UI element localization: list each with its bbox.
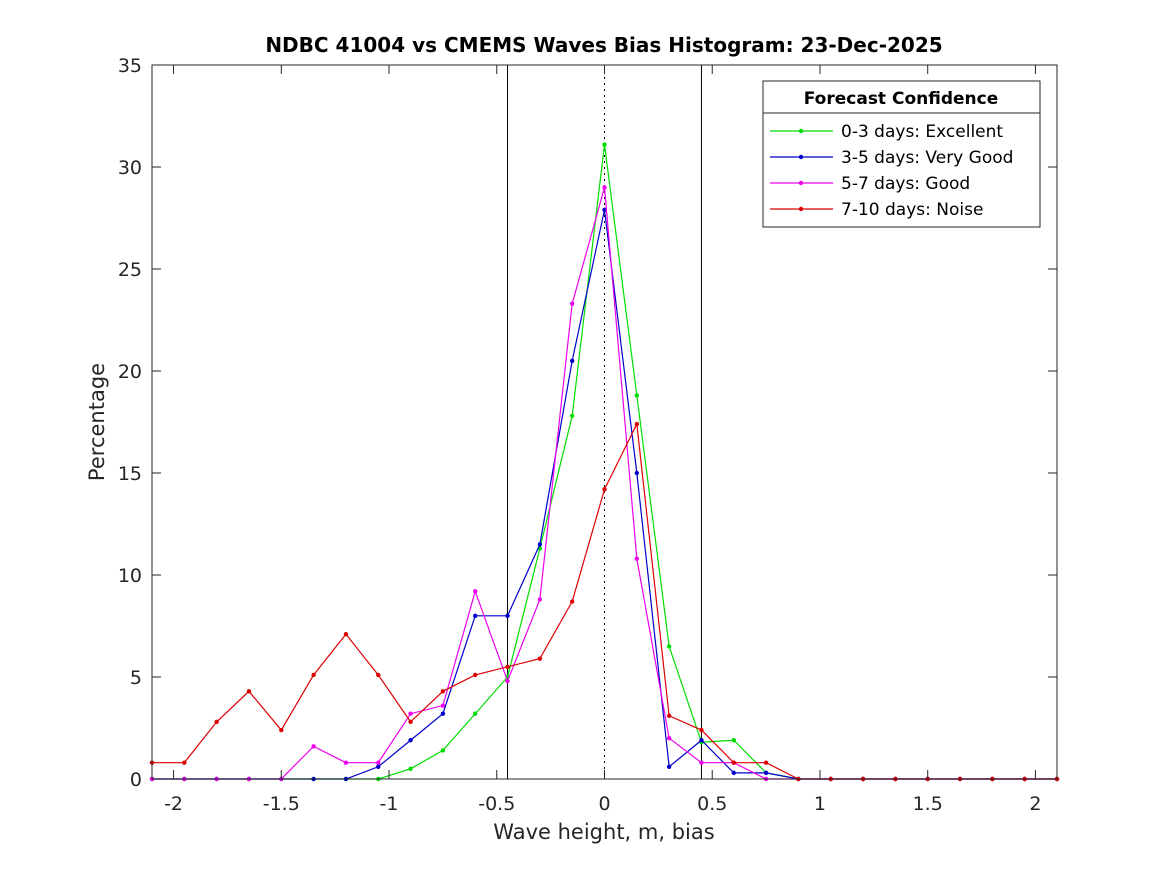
data-point [634, 393, 640, 398]
data-point [569, 413, 575, 419]
y-tick-label: 30 [118, 157, 142, 179]
data-point [473, 711, 478, 716]
legend-label: 3-5 days: Very Good [841, 148, 1013, 168]
data-point [537, 542, 543, 547]
y-tick-label: 10 [118, 565, 142, 587]
legend-entries: 0-3 days: Excellent 3-5 days: Very Good 5-… [770, 122, 1013, 220]
data-point [440, 703, 446, 708]
data-point [408, 766, 413, 771]
x-tick-label: 0.5 [697, 793, 727, 815]
y-axis-label: Percentage [85, 363, 109, 481]
chart-title: NDBC 41004 vs CMEMS Waves Bias Histogram… [265, 33, 942, 57]
legend-entry: 3-5 days: Very Good [770, 148, 1013, 168]
legend-title: Forecast Confidence [804, 89, 999, 109]
data-point [279, 727, 284, 733]
data-point [440, 711, 446, 716]
legend-label: 0-3 days: Excellent [841, 122, 1003, 142]
data-point [182, 760, 187, 765]
data-point [666, 764, 672, 769]
data-point [473, 672, 478, 678]
data-point [763, 770, 769, 776]
x-tick-label: -1.5 [263, 793, 300, 815]
data-point [602, 487, 607, 492]
legend-entry: 5-7 days: Good [770, 174, 970, 194]
data-point [505, 613, 510, 618]
data-point [569, 358, 575, 363]
y-tick-label: 5 [130, 667, 142, 689]
x-tick-label: 1 [814, 793, 826, 815]
data-point [311, 744, 316, 749]
data-point [343, 631, 349, 637]
legend-box [762, 80, 1041, 228]
data-point [602, 185, 607, 190]
data-point [602, 207, 607, 213]
data-point [376, 760, 381, 765]
data-point [408, 711, 413, 716]
y-tick-label: 0 [130, 769, 142, 791]
legend-label: 5-7 days: Good [841, 174, 970, 194]
legend-swatch-marker [798, 154, 804, 160]
data-point [634, 556, 640, 561]
data-point [699, 727, 704, 733]
data-point [666, 736, 672, 741]
data-point [376, 672, 381, 678]
data-point [699, 738, 704, 743]
x-tick-label: -1 [380, 793, 399, 815]
legend-swatch-marker [798, 206, 804, 212]
data-point [311, 672, 316, 678]
data-point [343, 760, 349, 765]
data-point [634, 421, 640, 427]
legend-swatch-marker [798, 128, 804, 134]
data-point [731, 760, 736, 765]
data-point [440, 748, 446, 753]
data-point [505, 664, 510, 669]
x-tick-label: -2 [164, 793, 183, 815]
legend-entry: 7-10 days: Noise [770, 200, 983, 220]
legend-entry: 0-3 days: Excellent [770, 122, 1003, 142]
data-point [569, 599, 575, 604]
data-point [440, 689, 446, 694]
data-point [634, 470, 640, 476]
y-axis-ticks: 0 5 10 15 20 25 30 35 [118, 55, 1057, 791]
data-point [214, 719, 219, 725]
y-tick-label: 20 [118, 361, 142, 383]
data-point [408, 719, 413, 725]
x-tick-label: 0 [598, 793, 610, 815]
data-point [408, 738, 413, 743]
reference-lines [507, 65, 702, 779]
x-tick-label: -0.5 [478, 793, 515, 815]
data-point [763, 760, 769, 765]
data-point [473, 589, 478, 594]
legend-label: 7-10 days: Noise [841, 200, 983, 220]
x-tick-label: 1.5 [913, 793, 943, 815]
y-tick-label: 25 [118, 259, 142, 281]
data-point [537, 597, 543, 602]
data-point [602, 142, 607, 147]
y-tick-label: 35 [118, 55, 142, 77]
data-point [731, 738, 736, 743]
data-point [666, 713, 672, 718]
data-point [246, 689, 252, 694]
x-axis-ticks: -2 -1.5 -1 -0.5 0 0.5 1 1.5 2 [164, 65, 1041, 815]
data-point [666, 644, 672, 649]
data-point [473, 613, 478, 618]
data-point [731, 770, 736, 776]
data-point [505, 678, 510, 684]
data-point [569, 301, 575, 306]
data-point [376, 764, 381, 769]
legend: Forecast Confidence 0-3 days: Excellent 3… [762, 80, 1041, 228]
x-tick-label: 2 [1029, 793, 1041, 815]
y-tick-label: 15 [118, 463, 142, 485]
legend-swatch-marker [798, 180, 804, 186]
data-point [699, 760, 704, 765]
data-point [537, 656, 543, 661]
x-axis-label: Wave height, m, bias [493, 820, 714, 844]
